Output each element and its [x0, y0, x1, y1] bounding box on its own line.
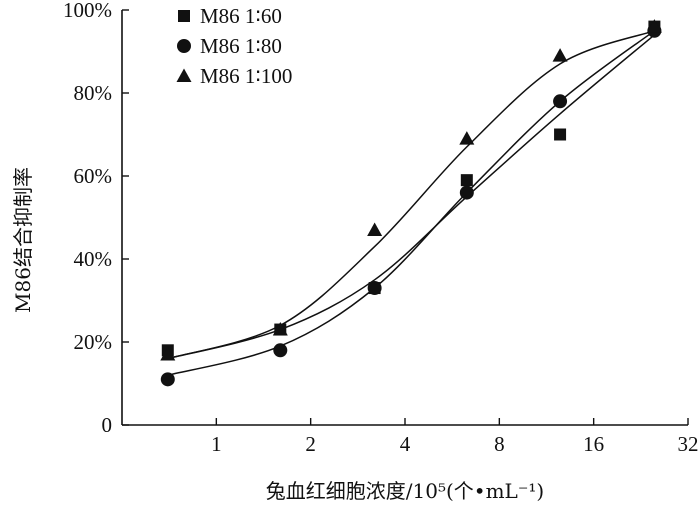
x-tick-label: 4: [400, 432, 411, 456]
y-tick-label: 80%: [74, 81, 113, 105]
y-tick-label: 100%: [63, 0, 112, 22]
legend-label: M86 1∶80: [200, 34, 282, 58]
legend: M86 1∶60 M86 1∶80 M86 1∶100: [176, 4, 292, 88]
legend-label: M86 1∶60: [200, 4, 282, 28]
x-axis-title: 兔血红细胞浓度/10⁵(个•mL⁻¹): [266, 479, 544, 503]
y-axis-title: M86结合抑制率: [11, 167, 35, 313]
x-tick-label: 32: [678, 432, 699, 456]
triangle-point: [552, 48, 568, 62]
x-tick-label: 8: [494, 432, 505, 456]
square-point: [460, 174, 473, 187]
x-tick-label: 1: [211, 432, 222, 456]
triangle-point: [272, 322, 288, 336]
legend-marker-circle: [177, 39, 191, 53]
fit-curve: [167, 30, 655, 376]
circle-point: [273, 343, 288, 358]
legend-marker-square: [178, 10, 190, 22]
data-points: [160, 19, 662, 387]
y-tick-label: 20%: [74, 330, 113, 354]
legend-marker-triangle: [176, 68, 192, 82]
y-tick-label: 40%: [74, 247, 113, 271]
triangle-point: [367, 222, 383, 236]
triangle-point: [160, 346, 176, 361]
circle-point: [553, 94, 568, 109]
x-tick-label: 16: [583, 432, 604, 456]
triangle-point: [646, 19, 662, 33]
y-tick-label: 0: [102, 413, 113, 437]
axes-group: [121, 9, 689, 426]
circle-point: [160, 372, 175, 387]
y-tick-label: 60%: [74, 164, 113, 188]
x-tick-label: 2: [305, 432, 316, 456]
circle-point: [367, 281, 382, 296]
legend-label: M86 1∶100: [200, 64, 292, 88]
circle-point: [459, 185, 474, 200]
tick-labels: 0 20% 40% 60% 80% 100% 1 2 4 8 16 32: [63, 0, 699, 456]
square-point: [554, 128, 567, 141]
triangle-point: [459, 131, 475, 145]
